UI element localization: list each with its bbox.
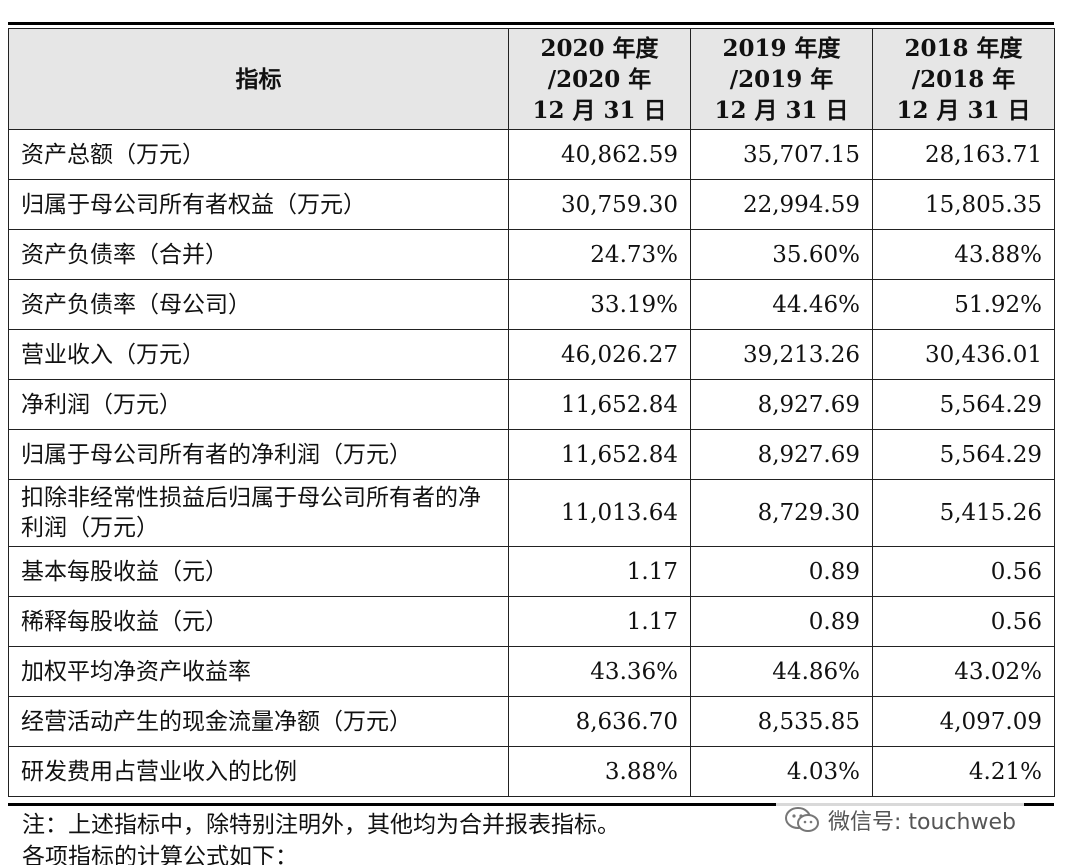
value-2018: 51.92%: [872, 279, 1055, 330]
value-2019: 44.86%: [690, 646, 873, 697]
value-2019: 8,927.69: [690, 429, 873, 480]
value-2020: 8,636.70: [508, 696, 691, 747]
row-label: 归属于母公司所有者的净利润（万元）: [8, 429, 509, 480]
value-2018: 43.88%: [872, 229, 1055, 280]
table-row: 净利润（万元） 11,652.84 8,927.69 5,564.29: [8, 379, 1055, 430]
table-row: 资产总额（万元） 40,862.59 35,707.15 28,163.71: [8, 129, 1055, 180]
row-label: 经营活动产生的现金流量净额（万元）: [8, 696, 509, 747]
value-2018: 28,163.71: [872, 129, 1055, 180]
header-2020: 2020 年度 /2020 年 12 月 31 日: [508, 28, 691, 130]
bottom-rule: [8, 803, 1054, 806]
value-2019: 22,994.59: [690, 179, 873, 230]
footnote-line-2: 各项指标的计算公式如下：: [22, 844, 298, 865]
table-row: 研发费用占营业收入的比例 3.88% 4.03% 4.21%: [8, 746, 1055, 797]
table-row: 加权平均净资产收益率 43.36% 44.86% 43.02%: [8, 646, 1055, 697]
value-2019: 8,927.69: [690, 379, 873, 430]
value-2020: 3.88%: [508, 746, 691, 797]
value-2020: 30,759.30: [508, 179, 691, 230]
value-2018: 0.56: [872, 596, 1055, 647]
value-2019: 0.89: [690, 596, 873, 647]
value-2019: 4.03%: [690, 746, 873, 797]
row-label: 归属于母公司所有者权益（万元）: [8, 179, 509, 230]
table-row: 营业收入（万元） 46,026.27 39,213.26 30,436.01: [8, 329, 1055, 380]
wechat-icon: [784, 806, 820, 834]
header-2019: 2019 年度 /2019 年 12 月 31 日: [690, 28, 873, 130]
table-row: 经营活动产生的现金流量净额（万元） 8,636.70 8,535.85 4,09…: [8, 696, 1055, 747]
value-2020: 11,652.84: [508, 429, 691, 480]
financial-indicators-table: 指标 2020 年度 /2020 年 12 月 31 日 2019 年度 /20…: [8, 28, 1055, 797]
value-2020: 33.19%: [508, 279, 691, 330]
value-2019: 0.89: [690, 546, 873, 597]
value-2020: 43.36%: [508, 646, 691, 697]
table-row: 扣除非经常性损益后归属于母公司所有者的净利润（万元） 11,013.64 8,7…: [8, 479, 1055, 547]
table-row: 资产负债率（合并） 24.73% 35.60% 43.88%: [8, 229, 1055, 280]
value-2019: 8,729.30: [690, 479, 873, 547]
value-2018: 43.02%: [872, 646, 1055, 697]
value-2018: 5,564.29: [872, 379, 1055, 430]
value-2019: 35,707.15: [690, 129, 873, 180]
value-2019: 35.60%: [690, 229, 873, 280]
value-2018: 4.21%: [872, 746, 1055, 797]
value-2019: 39,213.26: [690, 329, 873, 380]
value-2020: 24.73%: [508, 229, 691, 280]
row-label: 资产总额（万元）: [8, 129, 509, 180]
value-2020: 46,026.27: [508, 329, 691, 380]
value-2020: 40,862.59: [508, 129, 691, 180]
value-2020: 1.17: [508, 546, 691, 597]
row-label: 研发费用占营业收入的比例: [8, 746, 509, 797]
row-label: 稀释每股收益（元）: [8, 596, 509, 647]
row-label: 资产负债率（母公司）: [8, 279, 509, 330]
table-row: 资产负债率（母公司） 33.19% 44.46% 51.92%: [8, 279, 1055, 330]
top-rule: [8, 22, 1054, 25]
value-2018: 30,436.01: [872, 329, 1055, 380]
value-2019: 44.46%: [690, 279, 873, 330]
table-header-row: 指标 2020 年度 /2020 年 12 月 31 日 2019 年度 /20…: [8, 28, 1055, 130]
row-label: 营业收入（万元）: [8, 329, 509, 380]
row-label: 资产负债率（合并）: [8, 229, 509, 280]
value-2020: 11,652.84: [508, 379, 691, 430]
watermark-text: 微信号: touchweb: [828, 810, 1016, 835]
header-2018: 2018 年度 /2018 年 12 月 31 日: [872, 28, 1055, 130]
row-label: 基本每股收益（元）: [8, 546, 509, 597]
header-indicator: 指标: [8, 28, 509, 130]
table-row: 归属于母公司所有者的净利润（万元） 11,652.84 8,927.69 5,5…: [8, 429, 1055, 480]
value-2018: 5,564.29: [872, 429, 1055, 480]
table-row: 稀释每股收益（元） 1.17 0.89 0.56: [8, 596, 1055, 647]
value-2020: 1.17: [508, 596, 691, 647]
watermark: 微信号: touchweb: [776, 803, 1024, 837]
row-label: 加权平均净资产收益率: [8, 646, 509, 697]
table-row: 基本每股收益（元） 1.17 0.89 0.56: [8, 546, 1055, 597]
value-2018: 5,415.26: [872, 479, 1055, 547]
value-2019: 8,535.85: [690, 696, 873, 747]
row-label: 净利润（万元）: [8, 379, 509, 430]
value-2018: 0.56: [872, 546, 1055, 597]
table-row: 归属于母公司所有者权益（万元） 30,759.30 22,994.59 15,8…: [8, 179, 1055, 230]
row-label: 扣除非经常性损益后归属于母公司所有者的净利润（万元）: [8, 479, 509, 547]
value-2018: 15,805.35: [872, 179, 1055, 230]
value-2018: 4,097.09: [872, 696, 1055, 747]
footnote-line-1: 注：上述指标中，除特别注明外，其他均为合并报表指标。: [22, 812, 620, 838]
value-2020: 11,013.64: [508, 479, 691, 547]
